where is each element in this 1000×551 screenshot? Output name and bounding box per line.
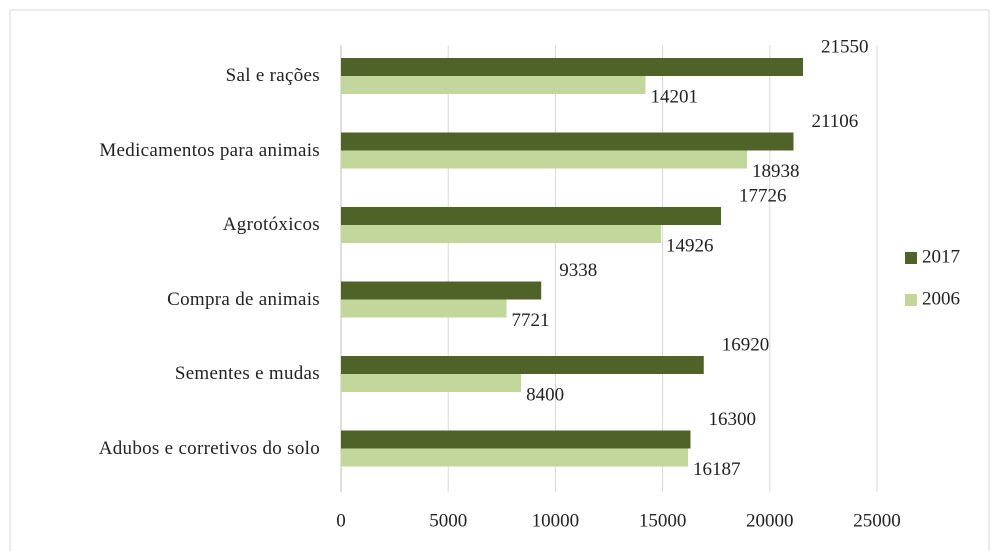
bar xyxy=(341,430,691,449)
data-label: 21106 xyxy=(812,111,859,132)
legend-swatch xyxy=(905,294,917,306)
y-tick-label: Sementes e mudas xyxy=(40,356,320,392)
data-label: 17726 xyxy=(739,185,787,206)
x-tick-label: 15000 xyxy=(639,510,687,531)
data-label: 14201 xyxy=(650,86,698,107)
data-label: 7721 xyxy=(512,310,550,331)
chart-frame xyxy=(9,9,990,551)
data-label: 21550 xyxy=(821,36,869,57)
y-tick-label: Medicamentos para animais xyxy=(40,133,320,169)
legend-label: 2017 xyxy=(922,246,960,267)
bar xyxy=(341,448,689,467)
bar xyxy=(341,150,748,169)
data-label: 16920 xyxy=(722,334,770,355)
data-label: 14926 xyxy=(666,235,714,256)
bar xyxy=(341,299,507,318)
data-label: 16187 xyxy=(693,459,741,480)
bar xyxy=(341,207,722,225)
y-tick-label: Agrotóxicos xyxy=(40,207,320,243)
x-tick-label: 10000 xyxy=(532,510,580,531)
bar xyxy=(341,374,522,392)
category-text: Compra de animais xyxy=(167,288,320,310)
legend-label: 2006 xyxy=(922,288,960,309)
bar xyxy=(341,281,542,300)
x-tick-label: 0 xyxy=(336,510,346,531)
category-text: Agrotóxicos xyxy=(222,214,320,235)
bar xyxy=(341,225,662,243)
y-tick-label: Adubos e corretivos do solo xyxy=(40,431,320,467)
y-tick-label: Compra de animais xyxy=(40,282,320,318)
category-text: Medicamentos para animais xyxy=(99,139,320,161)
bar xyxy=(341,58,804,76)
category-text: Sal e rações xyxy=(225,65,320,86)
x-tick-label: 20000 xyxy=(746,510,794,531)
legend-swatch xyxy=(905,252,917,264)
data-label: 18938 xyxy=(752,161,800,182)
data-label: 16300 xyxy=(708,409,756,430)
data-label: 9338 xyxy=(559,260,597,281)
bar xyxy=(341,132,794,151)
category-text: Sementes e mudas xyxy=(174,363,320,384)
x-tick-label: 5000 xyxy=(429,510,467,531)
x-tick-label: 25000 xyxy=(853,510,901,531)
data-label: 8400 xyxy=(526,384,564,405)
category-text: Adubos e corretivos do solo xyxy=(98,437,320,459)
y-tick-label: Sal e rações xyxy=(40,58,320,94)
bar xyxy=(341,356,704,374)
bar xyxy=(341,76,646,94)
